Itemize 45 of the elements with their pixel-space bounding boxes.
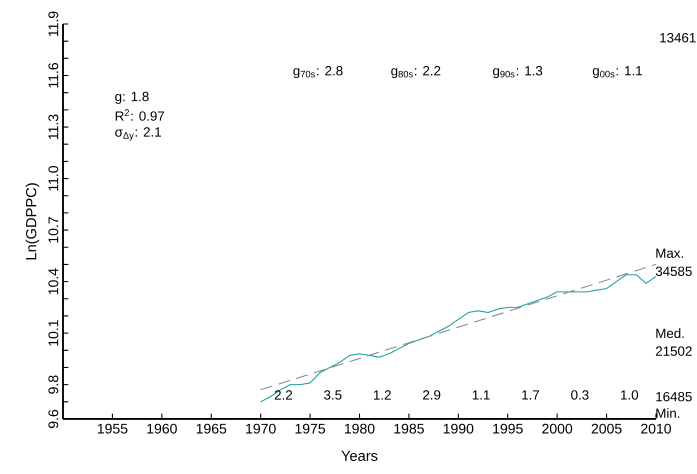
annotation: 1.0 [621,390,638,400]
y-tick-label: 11.9 [48,12,58,36]
annotation: 1.1 [472,390,490,400]
text: Max. [656,248,683,258]
y-tick-label: 9.8 [48,376,58,394]
y-tick-label: 11.0 [48,166,58,191]
annotation: 2.9 [423,390,440,400]
text: 16485 [656,392,692,402]
x-tick-label: 1975 [296,424,326,434]
annotation: 0.3 [571,390,589,400]
x-tick-label: 2010 [641,424,672,434]
y-tick-label: 11.6 [48,63,58,88]
annotation: R$^{2}$: 0.97 [116,109,164,121]
x-tick-label: 1965 [196,424,226,434]
annotation: 2.2 [274,390,292,400]
x-tick-label: 1995 [493,424,523,434]
annotation: 1.7 [522,390,540,400]
x-tick-label: 1990 [444,424,474,434]
annotation: 3.5 [324,390,342,400]
x-axis-title: Years [341,450,378,461]
annotation: g$_{80s}$: 2.2 [391,66,440,78]
x-tick-label: 1960 [147,424,177,434]
x-tick-label: 1970 [246,424,276,434]
text: Med. [656,328,684,338]
x-tick-label: 1955 [98,424,128,434]
y-axis-title: Ln(GDPPC) [26,183,40,260]
x-tick-label: 1980 [344,424,375,434]
x-tick-label: 2005 [592,424,622,434]
annotation: g$_{00s}$: 1.1 [592,66,642,78]
annotation: 1.2 [374,390,391,400]
y-tick-label: 11.3 [48,114,58,140]
y-tick-label: 10.4 [48,268,58,294]
text: 13461 [660,33,696,42]
annotation: g$_{90s}$: 1.3 [493,66,542,78]
annotation: g: 1.8 [115,92,149,104]
annotation: 34585 [656,266,692,276]
annotation: 21502 [656,346,692,356]
text: Min. [656,408,680,418]
y-tick-label: 10.1 [48,320,58,346]
y-tick-label: 10.7 [48,217,58,243]
x-tick-label: 1985 [394,424,424,434]
y-tick-label: 9.6 [48,410,58,428]
annotation: g$_{70s}$: 2.8 [293,66,343,78]
x-tick-label: 2000 [542,424,572,434]
annotation: σ$_{Δy}$: 2.1 [115,127,161,141]
